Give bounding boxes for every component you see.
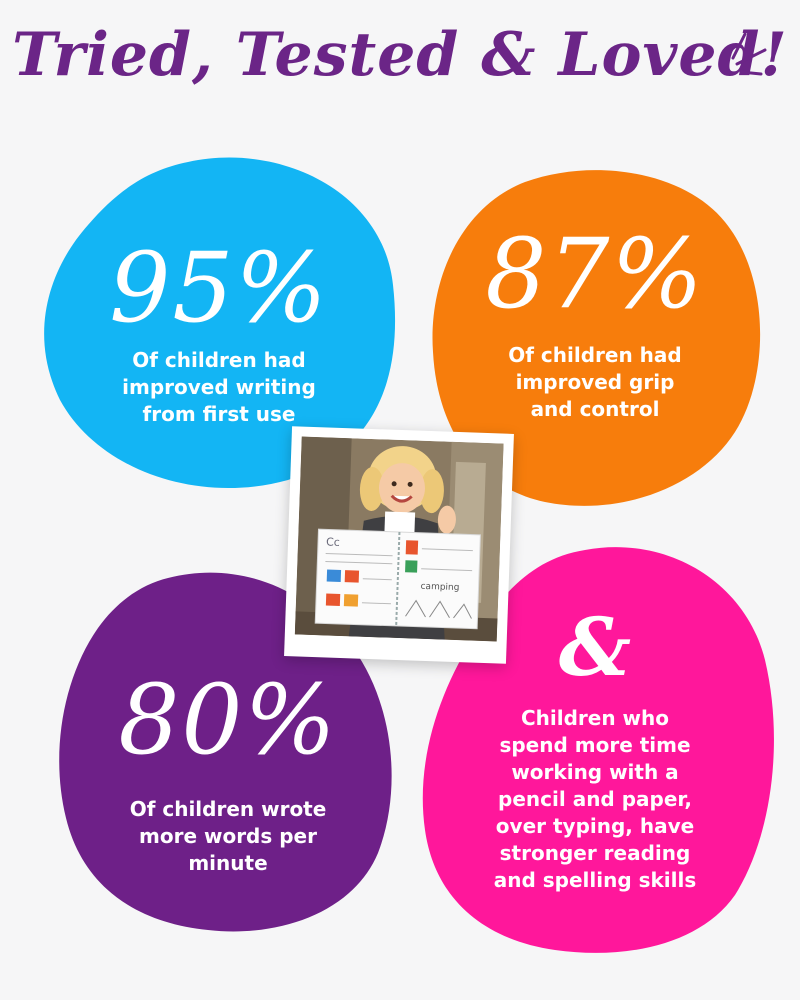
- stat-blob-95: 95% Of children had improved writing fro…: [38, 150, 400, 495]
- pink-blob-shape: [422, 547, 774, 953]
- stat-blob-87: 87% Of children had improved grip and co…: [425, 162, 765, 517]
- polaroid-photo: Cc camping: [284, 426, 514, 664]
- orange-blob-shape: [432, 170, 761, 506]
- stat-description: Of children wrote more words per minute: [129, 797, 327, 875]
- blue-blob-shape: [44, 157, 396, 489]
- stat-description: Of children had improved grip and contro…: [508, 343, 682, 421]
- workbook-word: camping: [420, 582, 459, 593]
- purple-blob-shape: [59, 572, 392, 932]
- stat-description: Children who spend more time working wit…: [493, 706, 697, 892]
- child-with-workbook-photo-icon: Cc camping: [294, 436, 504, 642]
- page-title: Tried, Tested & Loved!: [12, 20, 788, 90]
- ampersand-mark: &: [558, 600, 632, 694]
- sparkle-lines-icon: [731, 32, 767, 76]
- stat-value: 87%: [485, 218, 705, 330]
- stat-description: Of children had improved writing from fi…: [122, 348, 316, 426]
- stat-blob-amp: & Children who spend more time working w…: [415, 540, 775, 960]
- workbook-heading: Cc: [326, 535, 340, 548]
- stat-value: 95%: [109, 232, 329, 344]
- stat-blob-80: 80% Of children wrote more words per min…: [58, 568, 398, 938]
- stat-value: 80%: [118, 664, 338, 776]
